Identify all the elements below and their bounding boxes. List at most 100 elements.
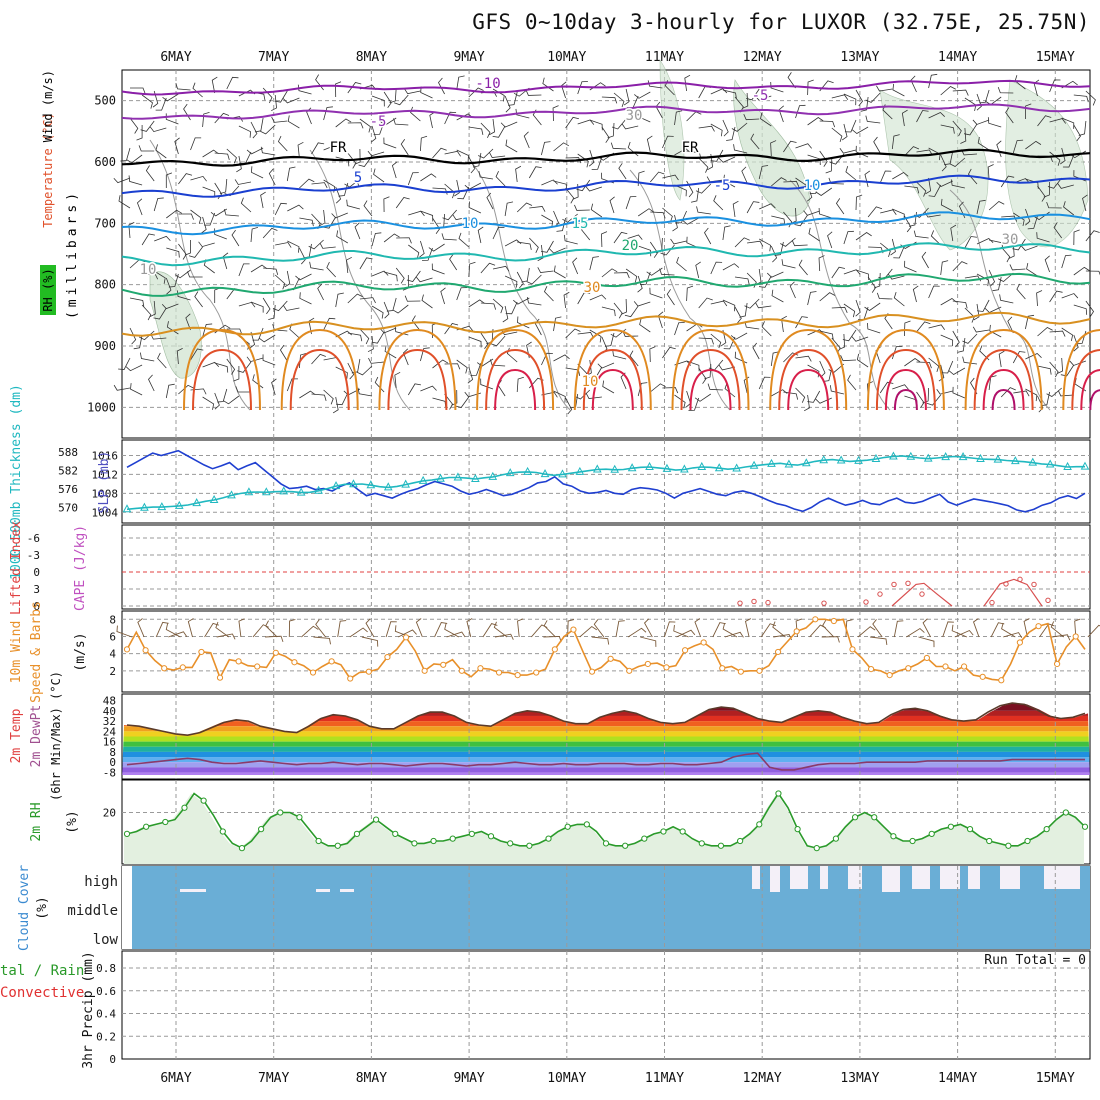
thickness-tick-label: 576 — [58, 483, 78, 496]
wind-barb — [552, 105, 559, 122]
wind-barb — [612, 349, 627, 360]
wind-barb — [215, 621, 230, 638]
wind-barb — [892, 83, 905, 97]
wind-barb — [733, 144, 748, 154]
rh-contour — [629, 169, 731, 411]
date-label-bottom: 14MAY — [938, 1071, 977, 1086]
wind-barb — [621, 123, 639, 130]
wind-barb — [130, 87, 146, 94]
rh-line-marker — [468, 830, 475, 837]
wind-barb — [129, 117, 139, 134]
wind-barb — [990, 622, 1005, 638]
wind-barb — [492, 88, 505, 102]
rh-line-marker — [545, 835, 552, 842]
thickness-line-marker — [262, 487, 271, 496]
precip-legend-convective: Convective — [0, 985, 84, 1001]
rh-line-marker — [717, 842, 725, 849]
wind-barb — [976, 199, 986, 215]
wind-barb — [713, 195, 724, 211]
wind-barb — [335, 81, 342, 98]
wind-barb — [456, 359, 468, 374]
wind-barb — [174, 269, 191, 279]
wind-barb — [371, 305, 384, 319]
wind-barb — [190, 175, 207, 182]
wind-speed-line-marker — [514, 672, 521, 679]
wind-barb — [1049, 118, 1067, 124]
wind-barb — [633, 301, 651, 307]
wind-barb — [710, 123, 723, 137]
wind-barb — [386, 297, 397, 312]
thickness-line-marker — [279, 486, 289, 495]
thickness-line-marker — [680, 464, 689, 473]
wind-barb — [149, 126, 167, 133]
wind-barb — [467, 366, 474, 384]
rh-line-marker — [775, 790, 782, 797]
wind-barb — [529, 237, 539, 253]
wind-barb — [646, 267, 663, 276]
wind-speed-line-marker — [979, 673, 986, 680]
lifted-index-point — [905, 580, 911, 587]
wind-barb — [190, 348, 204, 361]
cloud-gap-cell — [968, 866, 980, 889]
wind-barb — [210, 208, 228, 217]
wind-barb — [698, 337, 714, 345]
wind-barb — [393, 118, 409, 126]
wind-barb — [438, 77, 445, 95]
isotherm-label: 30 — [626, 108, 643, 124]
wind-barb — [638, 245, 652, 257]
wind-barb — [395, 197, 410, 209]
wind-barb — [259, 334, 276, 343]
thickness-line-marker — [540, 469, 550, 478]
rh-line-marker — [641, 835, 648, 842]
wind-barb — [627, 627, 647, 638]
wind-barb — [674, 322, 685, 336]
date-label-top: 12MAY — [743, 50, 782, 65]
millibars-axis-label: (millibars) — [65, 189, 80, 319]
wind-speed-line-marker — [644, 660, 651, 668]
wind-barb — [940, 260, 949, 276]
rh-patch — [1005, 79, 1089, 248]
wind-barb — [752, 342, 760, 360]
wind-barb — [561, 81, 567, 99]
wind-barb — [840, 355, 857, 362]
wind-barb — [760, 112, 772, 127]
wind-barb — [139, 352, 155, 362]
wind-barb — [720, 329, 727, 347]
thickness-line-marker — [732, 463, 741, 472]
wind-barb — [649, 346, 656, 363]
wind-barb — [910, 75, 917, 93]
wind-barb — [383, 137, 397, 149]
wind-barb — [335, 292, 344, 308]
wind-barb — [521, 267, 530, 283]
wind-speed-line-marker — [365, 668, 372, 675]
pressure-tick-label: 500 — [94, 94, 116, 108]
wind-barb — [1073, 266, 1090, 276]
wind-barb — [299, 352, 307, 369]
wind-barb — [222, 252, 229, 270]
wind-barb — [371, 95, 385, 107]
wind-speed-line-marker — [774, 648, 782, 656]
wind-barb — [754, 95, 772, 101]
wind-barb — [750, 133, 760, 150]
thickness-line-marker — [801, 458, 811, 467]
slp-tick-label: 1008 — [92, 487, 119, 500]
wind-barb — [216, 633, 236, 640]
wind-barb — [297, 141, 304, 159]
wind-barb — [274, 202, 287, 216]
isotherm-label: -10 — [475, 76, 500, 92]
wind-barb — [643, 618, 653, 638]
wind-barb — [226, 76, 239, 90]
date-label-bottom: 11MAY — [645, 1071, 684, 1086]
wind-barb — [237, 361, 252, 373]
wind-barb — [822, 620, 835, 638]
rh-patch — [733, 79, 811, 217]
wind-speed-line-marker — [440, 661, 447, 668]
wind-barb — [410, 106, 421, 122]
wind-speed-line-marker — [923, 654, 930, 662]
wind-barb — [892, 172, 909, 180]
wind-barb — [250, 226, 259, 243]
wind-barb — [857, 626, 876, 638]
rh-line-marker — [258, 826, 265, 833]
wind-barb — [1044, 255, 1050, 273]
wind-barb — [204, 212, 216, 226]
